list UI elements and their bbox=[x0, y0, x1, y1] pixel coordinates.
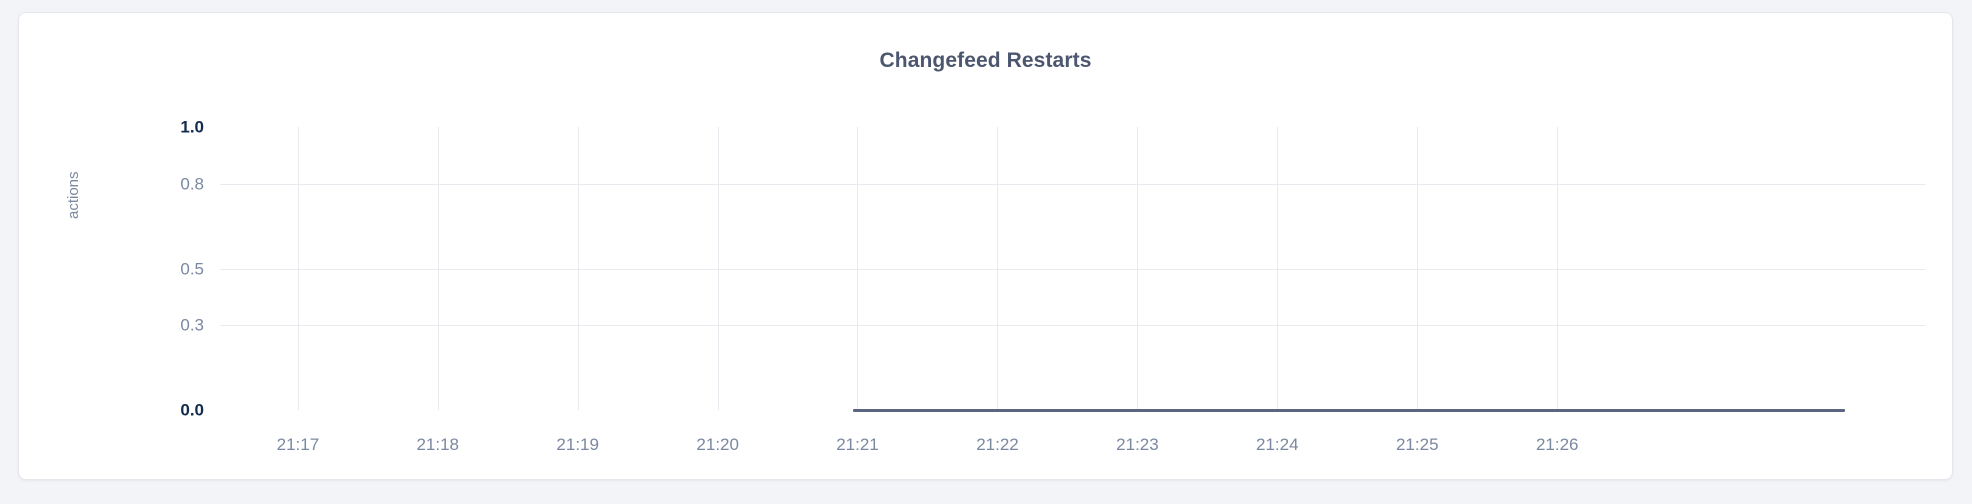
x-tick-label: 21:24 bbox=[1255, 435, 1299, 454]
gridline-vertical bbox=[1557, 127, 1559, 410]
x-tick-label: 21:23 bbox=[1116, 435, 1159, 454]
gridline-vertical bbox=[857, 127, 859, 410]
x-tick-label: 21:25 bbox=[1395, 435, 1439, 454]
gridline-vertical bbox=[577, 127, 579, 410]
x-tick-label: 21:17 bbox=[276, 435, 320, 454]
gridline-vertical bbox=[1417, 127, 1419, 410]
y-axis-label: actions bbox=[65, 171, 82, 219]
gridline-vertical bbox=[437, 127, 439, 410]
y-axis-tick-labels: 1.0 0.8 0.5 0.3 0.0 bbox=[130, 119, 204, 419]
gridline-vertical bbox=[297, 127, 299, 410]
data-series-layer bbox=[220, 127, 1925, 412]
y-tick-label: 0.5 bbox=[180, 259, 204, 278]
gridline-vertical bbox=[717, 127, 719, 410]
gridline-vertical bbox=[997, 127, 999, 410]
y-tick-label: 0.0 bbox=[180, 400, 204, 420]
x-tick-label: 21:26 bbox=[1535, 435, 1579, 454]
gridline-vertical bbox=[1137, 127, 1139, 410]
gridline-horizontal bbox=[220, 325, 1925, 326]
plot-area bbox=[220, 127, 1925, 412]
changefeed-restarts-card: Changefeed Restarts actions 1.0 0.8 0.5 0.3… bbox=[18, 12, 1953, 480]
x-tick-label: 21:20 bbox=[696, 435, 739, 454]
gridline-vertical bbox=[1277, 127, 1279, 410]
series-line bbox=[852, 408, 1846, 412]
x-tick-label: 21:21 bbox=[836, 435, 879, 454]
y-tick-label: 0.3 bbox=[180, 315, 204, 335]
x-tick-label: 21:18 bbox=[416, 435, 459, 454]
x-axis-tick-labels: 21:17 21:18 21:19 21:20 21:21 21:22 21:23 21:24… bbox=[220, 419, 1925, 454]
gridline-horizontal bbox=[220, 269, 1925, 270]
x-tick-label: 21:22 bbox=[976, 435, 1019, 454]
gridline-horizontal bbox=[220, 184, 1925, 185]
x-tick-label: 21:19 bbox=[556, 435, 599, 454]
chart-title: Changefeed Restarts bbox=[879, 49, 1092, 72]
y-tick-label: 1.0 bbox=[180, 117, 204, 137]
y-tick-label: 0.8 bbox=[180, 174, 204, 194]
